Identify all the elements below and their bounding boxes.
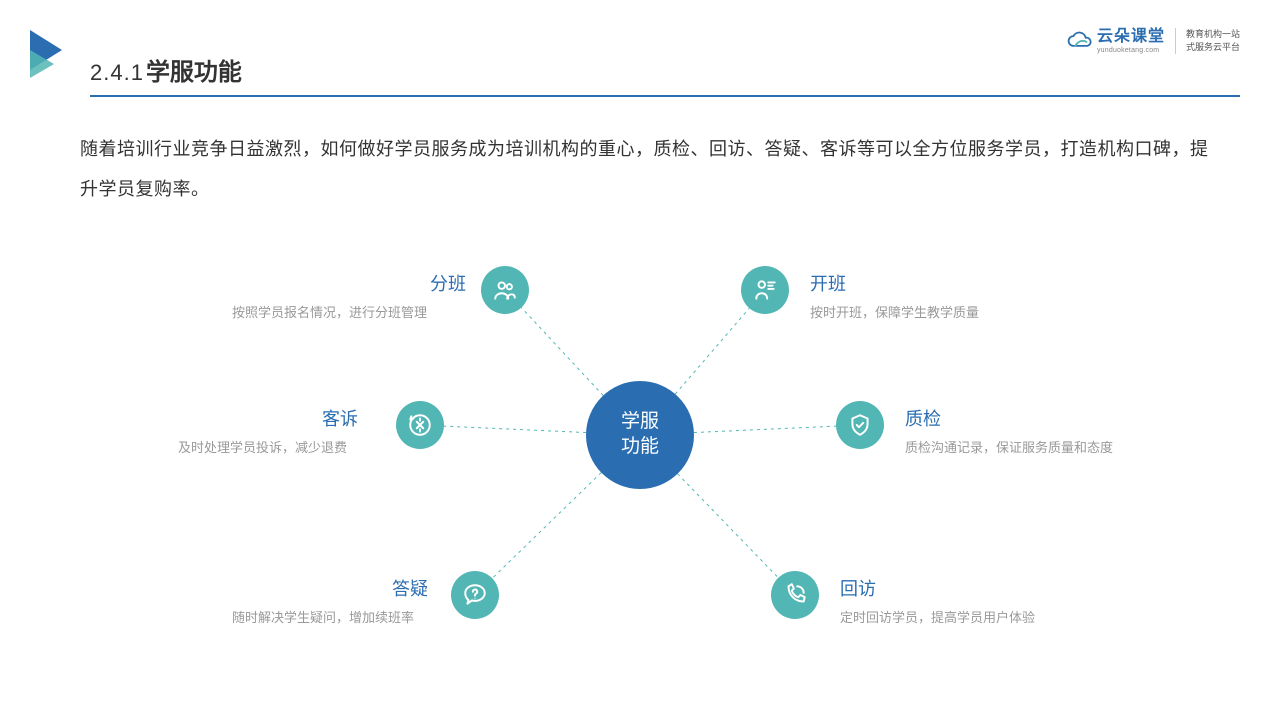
brand-name: 云朵课堂: [1097, 29, 1165, 45]
node-kesu-title: 客诉: [322, 405, 358, 431]
node-zhijian-subtitle: 质检沟通记录，保证服务质量和态度: [905, 437, 1113, 456]
brand-domain: yunduoketang.com: [1097, 47, 1165, 54]
node-zhijian-title: 质检: [905, 405, 941, 431]
node-huifang-subtitle: 定时回访学员，提高学员用户体验: [840, 607, 1035, 626]
node-fenban-title: 分班: [430, 270, 466, 296]
node-zhijian-icon: [836, 401, 884, 449]
center-label-2: 功能: [621, 435, 659, 460]
brand-tagline: 教育机构一站 式服务云平台: [1186, 28, 1240, 53]
node-huifang-title: 回访: [840, 575, 876, 601]
page-header: 2.4.1 学服功能: [90, 52, 1240, 97]
center-label-1: 学服: [621, 410, 659, 435]
node-fenban-subtitle: 按照学员报名情况，进行分班管理: [232, 302, 427, 321]
title-underline: [90, 95, 1240, 97]
node-dayi-icon: [451, 571, 499, 619]
node-kesu-icon: [396, 401, 444, 449]
logo-divider: [1175, 28, 1176, 54]
node-fenban-icon: [481, 266, 529, 314]
node-dayi-title: 答疑: [392, 575, 428, 601]
tagline-line-2: 式服务云平台: [1186, 41, 1240, 54]
node-kesu-subtitle: 及时处理学员投诉，减少退费: [178, 437, 347, 456]
center-hub: 学服功能: [586, 381, 694, 489]
cloud-icon: [1067, 31, 1093, 51]
brand-logo: 云朵课堂 yunduoketang.com 教育机构一站 式服务云平台: [1067, 28, 1240, 54]
section-number: 2.4.1: [90, 60, 144, 86]
tagline-line-1: 教育机构一站: [1186, 28, 1240, 41]
node-kaiban-title: 开班: [810, 270, 846, 296]
node-dayi-subtitle: 随时解决学生疑问，增加续班率: [232, 607, 414, 626]
node-kaiban-subtitle: 按时开班，保障学生教学质量: [810, 302, 979, 321]
description-paragraph: 随着培训行业竞争日益激烈，如何做好学员服务成为培训机构的重心，质检、回访、答疑、…: [80, 130, 1220, 209]
corner-play-icon: [30, 30, 70, 80]
node-huifang-icon: [771, 571, 819, 619]
hub-spoke-diagram: 学服功能 分班按照学员报名情况，进行分班管理客诉及时处理学员投诉，减少退费答疑随时…: [0, 240, 1280, 680]
node-kaiban-icon: [741, 266, 789, 314]
page-title: 学服功能: [146, 52, 242, 87]
